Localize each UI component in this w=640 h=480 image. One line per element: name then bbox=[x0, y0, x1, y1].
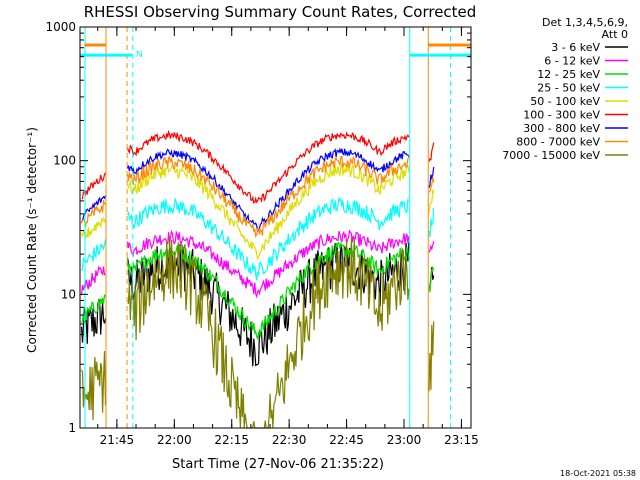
legend-header-line-1: Det 1,3,4,5,6,9, bbox=[542, 16, 628, 29]
footer-timestamp: 18-Oct-2021 05:38 bbox=[560, 469, 636, 478]
legend-label-7: 300 - 800 keV bbox=[523, 122, 600, 135]
series-line-2 bbox=[80, 229, 435, 299]
series-line-8 bbox=[80, 155, 435, 238]
legend-label-8: 800 - 7000 keV bbox=[516, 136, 600, 149]
y-tick-label-1: 1 bbox=[68, 421, 76, 435]
legend-header-line-2: Att 0 bbox=[602, 28, 628, 41]
legend-label-5: 50 - 100 keV bbox=[530, 95, 600, 108]
plot-frame bbox=[79, 26, 472, 429]
series-line-4 bbox=[80, 196, 435, 281]
x-tick-label-22:00: 22:00 bbox=[157, 433, 192, 447]
x-tick-label-23:15: 23:15 bbox=[444, 433, 479, 447]
x-tick-label-21:45: 21:45 bbox=[100, 433, 135, 447]
y-tick-label-10: 10 bbox=[61, 287, 76, 301]
plot-area: N bbox=[80, 27, 471, 429]
legend-label-6: 100 - 300 keV bbox=[523, 109, 600, 122]
y-tick-label-1000: 1000 bbox=[45, 20, 76, 34]
axes: 1 10 100 1000 21:45 22:00 22:15 22:30 22:45 23:00… bbox=[45, 20, 478, 447]
series-line-6 bbox=[81, 129, 435, 204]
legend-label-4: 25 - 50 keV bbox=[537, 82, 600, 95]
x-tick-label-22:30: 22:30 bbox=[272, 433, 307, 447]
x-tick-label-23:00: 23:00 bbox=[387, 433, 422, 447]
chart-title: RHESSI Observing Summary Count Rates, Co… bbox=[84, 3, 477, 21]
x-tick-label-22:15: 22:15 bbox=[214, 433, 249, 447]
legend-label-9: 7000 - 15000 keV bbox=[502, 149, 600, 162]
legend-label-2: 6 - 12 keV bbox=[544, 55, 600, 68]
x-axis-label: Start Time (27-Nov-06 21:35:22) bbox=[172, 457, 384, 472]
y-tick-label-100: 100 bbox=[53, 154, 76, 168]
legend-label-3: 12 - 25 keV bbox=[537, 68, 600, 81]
y-axis-label: Corrected Count Rate (s⁻¹ detector⁻¹) bbox=[25, 127, 39, 353]
legend-label-1: 3 - 6 keV bbox=[551, 41, 600, 54]
x-tick-label-22:45: 22:45 bbox=[329, 433, 364, 447]
flag-label: N bbox=[136, 50, 143, 60]
